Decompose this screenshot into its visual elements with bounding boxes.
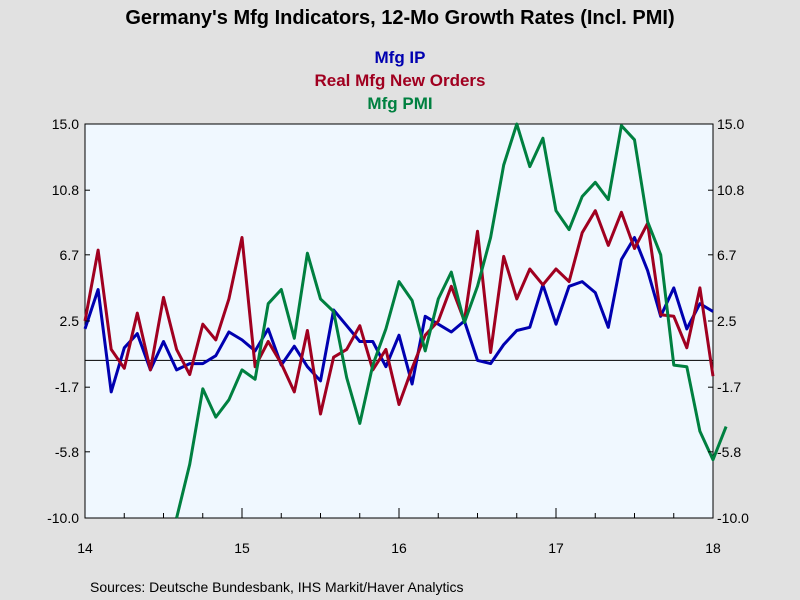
y-tick-label-right: 10.8 — [717, 182, 744, 198]
y-tick-label-left: -5.8 — [55, 444, 79, 460]
y-tick-label-right: -5.8 — [717, 444, 741, 460]
y-tick-label-right: -1.7 — [717, 379, 741, 395]
x-tick-label: 15 — [234, 540, 250, 556]
y-tick-label-right: -10.0 — [717, 510, 749, 526]
chart-title: Germany's Mfg Indicators, 12-Mo Growth R… — [125, 7, 674, 29]
plot-area — [84, 123, 714, 519]
legend-mfg-pmi: Mfg PMI — [367, 94, 432, 113]
y-tick-label-left: -10.0 — [47, 510, 79, 526]
y-tick-label-left: 15.0 — [52, 116, 79, 132]
x-tick-label: 14 — [77, 540, 93, 556]
legend-mfg-ip: Mfg IP — [375, 48, 426, 67]
series-line-real-mfg-new-orders — [83, 209, 715, 416]
y-tick-label-right: 2.5 — [717, 313, 737, 329]
series-line-mfg-pmi — [175, 122, 728, 519]
y-tick-label-left: 10.8 — [52, 182, 79, 198]
x-tick-label: 17 — [548, 540, 564, 556]
y-tick-label-left: 2.5 — [60, 313, 80, 329]
y-tick-label-right: 15.0 — [717, 116, 744, 132]
source-note: Sources: Deutsche Bundesbank, IHS Markit… — [90, 579, 464, 595]
x-tick-label: 18 — [705, 540, 721, 556]
y-tick-label-left: 6.7 — [60, 247, 80, 263]
x-tick-label: 16 — [391, 540, 407, 556]
y-tick-label-left: -1.7 — [55, 379, 79, 395]
y-tick-label-right: 6.7 — [717, 247, 737, 263]
legend-real-mfg-new-orders: Real Mfg New Orders — [315, 71, 486, 90]
series-line-mfg-ip — [83, 236, 714, 394]
